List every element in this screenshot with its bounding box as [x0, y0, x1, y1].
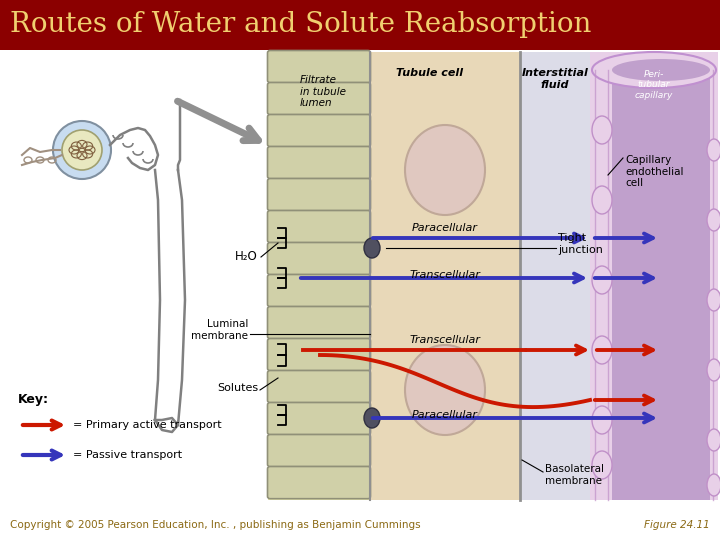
Ellipse shape: [592, 336, 612, 364]
FancyBboxPatch shape: [268, 370, 371, 403]
FancyBboxPatch shape: [268, 51, 371, 83]
Text: = Passive transport: = Passive transport: [73, 450, 182, 460]
Ellipse shape: [612, 59, 710, 81]
Ellipse shape: [405, 125, 485, 215]
FancyBboxPatch shape: [268, 435, 371, 467]
Text: H₂O: H₂O: [235, 251, 258, 264]
Ellipse shape: [707, 474, 720, 496]
Ellipse shape: [707, 139, 720, 161]
Ellipse shape: [62, 130, 102, 170]
Text: Peri-
tubular
capillary: Peri- tubular capillary: [635, 70, 673, 100]
FancyBboxPatch shape: [268, 114, 371, 147]
Ellipse shape: [707, 429, 720, 451]
Text: Interstitial
fluid: Interstitial fluid: [521, 68, 588, 90]
Text: = Primary active transport: = Primary active transport: [73, 420, 222, 430]
Bar: [0, 0, 720, 50]
Text: Figure 24.11: Figure 24.11: [644, 520, 710, 530]
FancyBboxPatch shape: [268, 467, 371, 499]
Text: Key:: Key:: [18, 394, 49, 407]
Bar: [612, 67, 710, 500]
Ellipse shape: [592, 266, 612, 294]
FancyBboxPatch shape: [268, 339, 371, 370]
Ellipse shape: [592, 186, 612, 214]
Ellipse shape: [707, 359, 720, 381]
Text: Copyright © 2005 Pearson Education, Inc. , publishing as Benjamin Cummings: Copyright © 2005 Pearson Education, Inc.…: [10, 520, 420, 530]
Text: Paracellular: Paracellular: [412, 410, 478, 420]
Text: Routes of Water and Solute Reabsorption: Routes of Water and Solute Reabsorption: [10, 11, 591, 38]
Ellipse shape: [364, 408, 380, 428]
Ellipse shape: [707, 289, 720, 311]
Bar: [590, 52, 718, 500]
Text: Transcellular: Transcellular: [410, 270, 480, 280]
FancyBboxPatch shape: [268, 402, 371, 435]
Ellipse shape: [364, 238, 380, 258]
Text: Luminal
membrane: Luminal membrane: [191, 319, 248, 341]
Text: Filtrate
in tubule
lumen: Filtrate in tubule lumen: [300, 75, 346, 108]
Text: Tight
junction: Tight junction: [558, 233, 603, 255]
Ellipse shape: [592, 116, 612, 144]
Text: Solutes: Solutes: [217, 383, 258, 393]
Ellipse shape: [405, 345, 485, 435]
FancyBboxPatch shape: [268, 146, 371, 179]
Text: Capillary
endothelial
cell: Capillary endothelial cell: [625, 155, 683, 188]
Ellipse shape: [592, 52, 716, 88]
FancyBboxPatch shape: [268, 307, 371, 339]
FancyBboxPatch shape: [268, 179, 371, 211]
FancyBboxPatch shape: [268, 242, 371, 275]
Bar: [520, 52, 590, 500]
Ellipse shape: [592, 451, 612, 479]
FancyBboxPatch shape: [268, 211, 371, 242]
FancyBboxPatch shape: [268, 274, 371, 307]
Ellipse shape: [592, 406, 612, 434]
Text: Paracellular: Paracellular: [412, 223, 478, 233]
Text: Transcellular: Transcellular: [410, 335, 480, 345]
Ellipse shape: [53, 121, 111, 179]
Bar: [268, 52, 718, 500]
Ellipse shape: [707, 209, 720, 231]
Text: Basolateral
membrane: Basolateral membrane: [545, 464, 604, 486]
FancyBboxPatch shape: [268, 83, 371, 114]
Bar: [370, 52, 520, 500]
Text: Tubule cell: Tubule cell: [397, 68, 464, 78]
